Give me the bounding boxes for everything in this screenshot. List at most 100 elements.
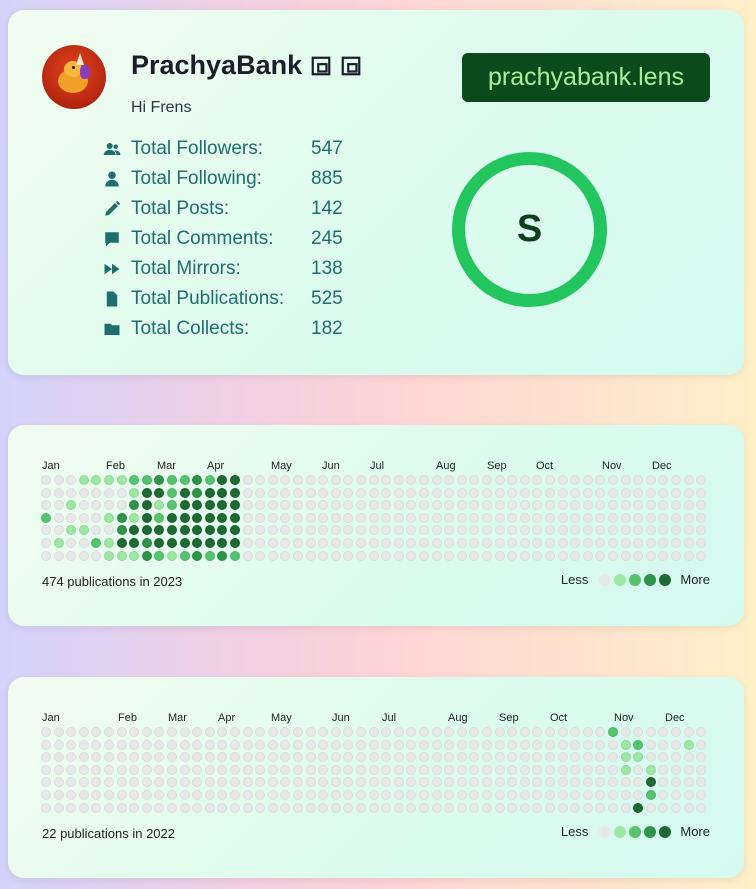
day-cell[interactable] [456, 739, 467, 750]
day-cell[interactable] [129, 512, 140, 523]
day-cell[interactable] [570, 550, 581, 561]
day-cell[interactable] [192, 790, 203, 800]
day-cell[interactable] [671, 727, 681, 737]
day-cell[interactable] [620, 764, 631, 775]
day-cell[interactable] [633, 487, 644, 498]
day-cell[interactable] [293, 802, 303, 813]
day-cell[interactable] [381, 764, 392, 775]
day-cell[interactable] [91, 550, 102, 561]
day-cell[interactable] [230, 487, 240, 498]
day-cell[interactable] [683, 739, 694, 750]
day-cell[interactable] [507, 802, 518, 813]
day-cell[interactable] [696, 739, 707, 750]
day-cell[interactable] [519, 487, 530, 498]
day-cell[interactable] [217, 487, 228, 498]
day-cell[interactable] [368, 727, 379, 737]
day-cell[interactable] [557, 475, 568, 485]
day-cell[interactable] [167, 525, 177, 536]
day-cell[interactable] [192, 538, 203, 548]
day-cell[interactable] [305, 790, 316, 800]
day-cell[interactable] [318, 487, 329, 498]
day-cell[interactable] [343, 777, 354, 788]
day-cell[interactable] [595, 475, 606, 485]
day-cell[interactable] [330, 525, 341, 536]
day-cell[interactable] [595, 550, 606, 561]
day-cell[interactable] [645, 727, 656, 737]
day-cell[interactable] [608, 550, 618, 561]
day-cell[interactable] [620, 538, 631, 548]
day-cell[interactable] [633, 752, 644, 763]
copy-address-icon[interactable] [340, 55, 362, 77]
day-cell[interactable] [330, 538, 341, 548]
day-cell[interactable] [557, 550, 568, 561]
day-cell[interactable] [141, 512, 152, 523]
day-cell[interactable] [645, 550, 656, 561]
day-cell[interactable] [595, 538, 606, 548]
day-cell[interactable] [104, 752, 114, 763]
day-cell[interactable] [78, 475, 89, 485]
day-cell[interactable] [456, 727, 467, 737]
day-cell[interactable] [683, 475, 694, 485]
day-cell[interactable] [53, 764, 64, 775]
day-cell[interactable] [293, 487, 303, 498]
day-cell[interactable] [532, 512, 543, 523]
day-cell[interactable] [242, 727, 253, 737]
day-cell[interactable] [431, 752, 442, 763]
day-cell[interactable] [318, 500, 329, 511]
day-cell[interactable] [494, 538, 505, 548]
day-cell[interactable] [658, 739, 669, 750]
day-cell[interactable] [469, 764, 480, 775]
day-cell[interactable] [671, 487, 681, 498]
day-cell[interactable] [494, 739, 505, 750]
day-cell[interactable] [154, 777, 165, 788]
day-cell[interactable] [78, 525, 89, 536]
day-cell[interactable] [620, 777, 631, 788]
day-cell[interactable] [141, 802, 152, 813]
day-cell[interactable] [305, 550, 316, 561]
day-cell[interactable] [293, 790, 303, 800]
day-cell[interactable] [66, 777, 77, 788]
day-cell[interactable] [519, 500, 530, 511]
day-cell[interactable] [444, 512, 455, 523]
day-cell[interactable] [557, 764, 568, 775]
day-cell[interactable] [620, 500, 631, 511]
day-cell[interactable] [456, 550, 467, 561]
day-cell[interactable] [494, 727, 505, 737]
day-cell[interactable] [129, 752, 140, 763]
day-cell[interactable] [91, 487, 102, 498]
day-cell[interactable] [116, 752, 127, 763]
day-cell[interactable] [330, 752, 341, 763]
day-cell[interactable] [431, 525, 442, 536]
day-cell[interactable] [167, 752, 177, 763]
day-cell[interactable] [305, 475, 316, 485]
day-cell[interactable] [41, 777, 51, 788]
day-cell[interactable] [645, 475, 656, 485]
day-cell[interactable] [66, 512, 77, 523]
day-cell[interactable] [671, 764, 681, 775]
day-cell[interactable] [318, 739, 329, 750]
day-cell[interactable] [582, 752, 593, 763]
day-cell[interactable] [78, 752, 89, 763]
day-cell[interactable] [444, 475, 455, 485]
day-cell[interactable] [393, 475, 404, 485]
day-cell[interactable] [293, 777, 303, 788]
day-cell[interactable] [620, 550, 631, 561]
day-cell[interactable] [532, 500, 543, 511]
day-cell[interactable] [683, 727, 694, 737]
day-cell[interactable] [41, 752, 51, 763]
day-cell[interactable] [217, 512, 228, 523]
day-cell[interactable] [507, 727, 518, 737]
day-cell[interactable] [91, 752, 102, 763]
day-cell[interactable] [393, 790, 404, 800]
day-cell[interactable] [318, 777, 329, 788]
day-cell[interactable] [41, 790, 51, 800]
day-cell[interactable] [456, 475, 467, 485]
day-cell[interactable] [696, 764, 707, 775]
day-cell[interactable] [41, 500, 51, 511]
day-cell[interactable] [204, 538, 215, 548]
day-cell[interactable] [356, 550, 366, 561]
day-cell[interactable] [116, 777, 127, 788]
day-cell[interactable] [431, 550, 442, 561]
day-cell[interactable] [267, 550, 278, 561]
day-cell[interactable] [570, 777, 581, 788]
